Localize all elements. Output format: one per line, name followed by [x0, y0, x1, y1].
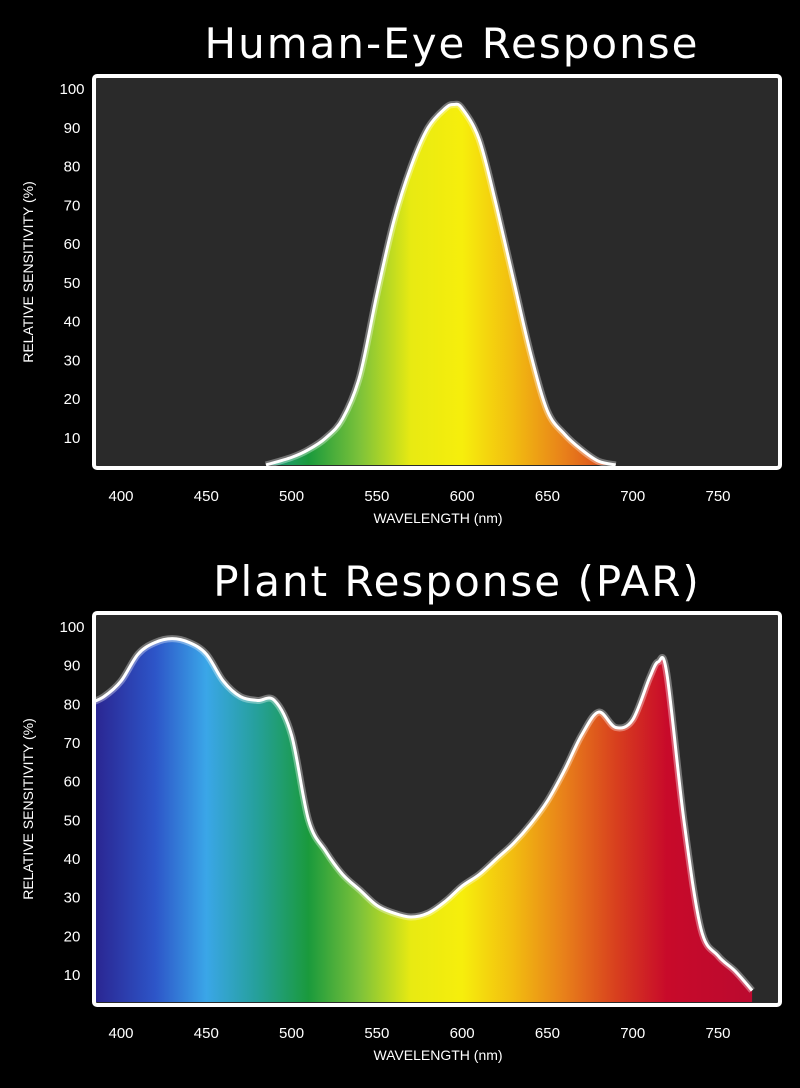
y-tick-label: 50 — [64, 812, 81, 829]
y-tick-label: 20 — [64, 391, 81, 408]
x-tick-label: 550 — [364, 1025, 389, 1042]
response-curve — [96, 637, 754, 992]
y-tick-label: 100 — [59, 81, 84, 98]
y-tick-label: 30 — [64, 352, 81, 369]
y-tick-label: 30 — [64, 890, 81, 907]
y-tick-label: 40 — [64, 851, 81, 868]
y-tick-label: 60 — [64, 236, 81, 253]
y-tick-label: 80 — [64, 159, 81, 176]
x-tick-label: 400 — [108, 488, 133, 505]
x-tick-labels: 400 450 500 550 600 650 700 750 — [108, 1025, 730, 1042]
y-tick-label: 90 — [64, 120, 81, 137]
x-tick-label: 400 — [108, 1025, 133, 1042]
spectrum-area — [96, 638, 753, 1002]
series-area-group — [264, 100, 617, 466]
y-tick-label: 10 — [64, 967, 81, 984]
x-axis-label: WAVELENGTH (nm) — [373, 510, 502, 526]
x-tick-label: 550 — [364, 488, 389, 505]
y-tick-label: 20 — [64, 928, 81, 945]
x-tick-label: 650 — [535, 488, 560, 505]
y-axis-label: RELATIVE SENSITIVITY (%) — [20, 181, 36, 363]
y-tick-label: 70 — [64, 197, 81, 214]
x-tick-label: 700 — [620, 488, 645, 505]
x-tick-label: 750 — [705, 488, 730, 505]
x-tick-label: 650 — [535, 1025, 560, 1042]
chart-title: Plant Response (PAR) — [213, 557, 701, 606]
x-tick-label: 600 — [450, 488, 475, 505]
y-axis-label: RELATIVE SENSITIVITY (%) — [20, 718, 36, 900]
y-tick-labels: 10 20 30 40 50 60 70 80 90 100 — [59, 619, 84, 984]
y-tick-label: 40 — [64, 314, 81, 331]
chart-title: Human-Eye Response — [205, 19, 700, 68]
response-curve — [265, 102, 617, 466]
chart-human-eye: Human-Eye Response 10 20 30 40 50 60 70 80 90 100… — [20, 19, 782, 526]
x-tick-label: 600 — [450, 1025, 475, 1042]
y-tick-label: 90 — [64, 658, 81, 675]
x-tick-label: 750 — [705, 1025, 730, 1042]
x-tick-label: 450 — [194, 1025, 219, 1042]
y-tick-labels: 10 20 30 40 50 60 70 80 90 100 — [59, 81, 84, 447]
y-tick-label: 10 — [64, 430, 81, 447]
y-tick-label: 70 — [64, 735, 81, 752]
x-axis-label: WAVELENGTH (nm) — [373, 1047, 502, 1063]
y-tick-label: 100 — [59, 619, 84, 636]
y-tick-label: 60 — [64, 774, 81, 791]
y-tick-label: 80 — [64, 696, 81, 713]
y-tick-label: 50 — [64, 275, 81, 292]
x-tick-label: 450 — [194, 488, 219, 505]
x-tick-label: 700 — [620, 1025, 645, 1042]
spectrum-area — [266, 104, 616, 465]
x-tick-label: 500 — [279, 488, 304, 505]
chart-plant-response: Plant Response (PAR) 1020304050607080901… — [20, 557, 782, 1063]
x-tick-labels: 400 450 500 550 600 650 700 750 — [108, 488, 730, 505]
x-tick-label: 500 — [279, 1025, 304, 1042]
series-area-group — [96, 635, 755, 1002]
